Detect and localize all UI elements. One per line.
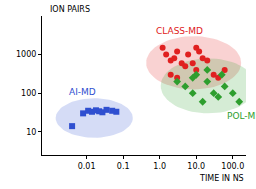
- svg-text:1000: 1000: [16, 50, 36, 59]
- svg-text:TIME IN NS: TIME IN NS: [199, 174, 244, 183]
- svg-text:CLASS-MD: CLASS-MD: [156, 26, 203, 36]
- svg-text:100.0: 100.0: [221, 162, 244, 171]
- svg-text:10: 10: [26, 128, 36, 137]
- svg-text:100: 100: [21, 89, 36, 98]
- svg-text:0.01: 0.01: [78, 162, 96, 171]
- svg-text:ION PAIRS: ION PAIRS: [50, 5, 90, 14]
- svg-text:0.1: 0.1: [117, 162, 130, 171]
- svg-text:10.0: 10.0: [187, 162, 205, 171]
- svg-text:AI-MD: AI-MD: [69, 87, 96, 97]
- svg-text:1.0: 1.0: [153, 162, 166, 171]
- svg-text:POL-MD: POL-MD: [227, 111, 256, 121]
